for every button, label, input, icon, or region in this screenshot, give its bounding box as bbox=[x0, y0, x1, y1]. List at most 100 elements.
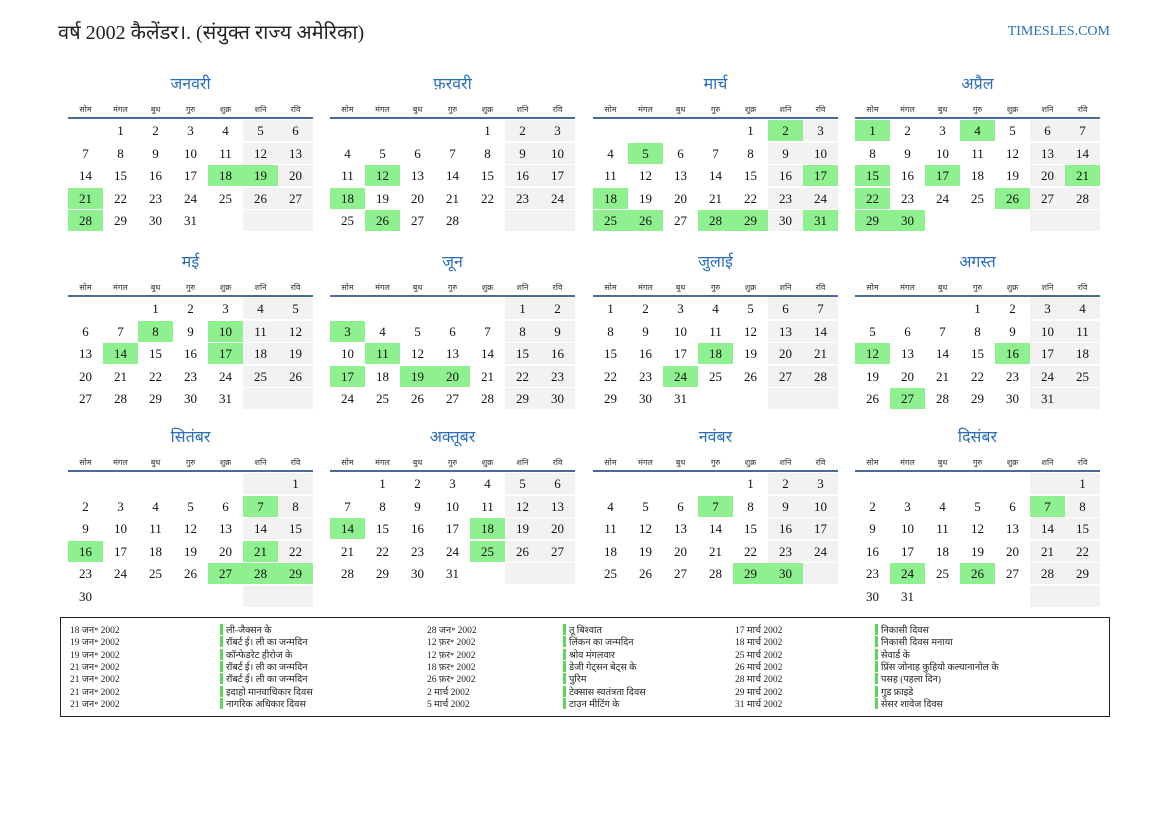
day-cell: 18 bbox=[698, 343, 733, 364]
day-cell: 1 bbox=[855, 120, 890, 141]
weekday-label: मंगल bbox=[375, 458, 390, 467]
event-name: नागरिक अधिकार दिवस bbox=[226, 699, 306, 710]
day-cell: 11 bbox=[481, 498, 494, 514]
weekday-label: गुरु bbox=[447, 283, 458, 292]
site-link[interactable]: TIMESLES.COM bbox=[1007, 24, 1110, 39]
day-cell: 10 bbox=[540, 142, 575, 164]
event-name: लिंकन का जन्मदिन bbox=[569, 638, 634, 649]
day-cell: 11 bbox=[604, 521, 617, 536]
day-cell: 24 bbox=[540, 187, 575, 209]
weekday-label: बुध bbox=[937, 105, 948, 114]
event-marker bbox=[563, 660, 566, 672]
day-cell: 6 bbox=[540, 473, 575, 494]
month-name: फ़रवरी bbox=[433, 76, 472, 93]
weekday-label: शुक्र bbox=[481, 458, 494, 467]
day-cell: 1 bbox=[607, 301, 614, 316]
day-cell: 4 bbox=[712, 301, 719, 316]
month-name: जनवरी bbox=[170, 76, 211, 93]
day-cell: 6 bbox=[904, 323, 911, 339]
day-cell: 10 bbox=[446, 498, 459, 514]
day-cell: 16 bbox=[901, 168, 914, 183]
day-cell: 18 bbox=[376, 368, 389, 384]
day-cell: 11 bbox=[149, 521, 162, 536]
day-cell: 1 bbox=[505, 298, 540, 319]
month-rule bbox=[593, 295, 838, 297]
day-cell: 6 bbox=[768, 298, 803, 319]
empty-cell bbox=[768, 388, 803, 409]
day-cell: 23 bbox=[149, 190, 162, 206]
day-cell: 24 bbox=[663, 365, 698, 387]
event-name: श्रोव मंगलवार bbox=[569, 650, 615, 661]
month-rule bbox=[855, 470, 1100, 472]
day-cell: 3 bbox=[1030, 298, 1065, 319]
day-cell: 1 bbox=[974, 301, 981, 316]
event-marker bbox=[220, 636, 223, 648]
day-cell: 19 bbox=[866, 368, 879, 384]
weekday-label: शनि bbox=[254, 105, 267, 114]
day-cell: 6 bbox=[449, 323, 456, 339]
event-name: निकासी दिवस मनाया bbox=[881, 638, 953, 649]
day-cell: 16 bbox=[995, 343, 1030, 364]
day-cell: 24 bbox=[890, 563, 925, 584]
day-cell: 14 bbox=[103, 343, 138, 364]
empty-cell bbox=[803, 563, 838, 584]
day-cell: 2 bbox=[768, 120, 803, 141]
weekday-label: मंगल bbox=[375, 283, 390, 292]
day-cell: 9 bbox=[187, 323, 194, 339]
day-cell: 10 bbox=[1030, 320, 1065, 342]
day-cell: 16 bbox=[768, 165, 803, 186]
day-cell: 28 bbox=[341, 566, 354, 581]
day-cell: 16 bbox=[768, 518, 803, 539]
weekday-label: मंगल bbox=[375, 105, 390, 114]
day-cell: 16 bbox=[505, 165, 540, 186]
day-cell: 21 bbox=[936, 368, 949, 384]
day-cell: 24 bbox=[341, 391, 354, 406]
event-marker bbox=[220, 697, 223, 709]
day-cell: 15 bbox=[744, 168, 757, 183]
day-cell: 10 bbox=[674, 323, 687, 339]
day-cell: 12 bbox=[278, 320, 313, 342]
day-cell: 26 bbox=[243, 187, 278, 209]
day-cell: 28 bbox=[698, 210, 733, 231]
day-cell: 22 bbox=[855, 187, 890, 209]
empty-cell bbox=[1030, 473, 1065, 494]
day-cell: 11 bbox=[341, 168, 354, 183]
day-cell: 7 bbox=[803, 298, 838, 319]
day-cell: 15 bbox=[744, 521, 757, 536]
month-name: जून bbox=[442, 254, 463, 271]
day-cell: 20 bbox=[219, 543, 232, 559]
day-cell: 17 bbox=[901, 543, 914, 559]
day-cell: 21 bbox=[243, 540, 278, 562]
month-rule bbox=[593, 117, 838, 119]
day-cell: 20 bbox=[901, 368, 914, 384]
empty-cell bbox=[243, 388, 278, 409]
day-cell: 26 bbox=[744, 368, 757, 384]
day-cell: 27 bbox=[540, 540, 575, 562]
day-cell: 14 bbox=[803, 320, 838, 342]
month-name: सितंबर bbox=[170, 429, 211, 446]
event-marker bbox=[220, 624, 223, 635]
day-cell: 13 bbox=[79, 346, 92, 361]
day-cell: 20 bbox=[1006, 543, 1019, 559]
month-name: अक्तूबर bbox=[429, 429, 476, 446]
day-cell: 12 bbox=[639, 168, 652, 183]
day-cell: 7 bbox=[1065, 120, 1100, 141]
day-cell: 29 bbox=[376, 566, 389, 581]
weekday-label: गुरु bbox=[710, 283, 721, 292]
day-cell: 30 bbox=[768, 210, 803, 231]
day-cell: 27 bbox=[208, 563, 243, 584]
event-date: 31 मार्च 2002 bbox=[735, 699, 783, 710]
day-cell: 3 bbox=[939, 123, 946, 138]
day-cell: 31 bbox=[803, 210, 838, 231]
empty-cell bbox=[278, 585, 313, 607]
day-cell: 31 bbox=[901, 588, 914, 604]
day-cell: 24 bbox=[1030, 365, 1065, 387]
weekday-label: गुरु bbox=[972, 105, 983, 114]
weekday-label: मंगल bbox=[113, 458, 128, 467]
day-cell: 30 bbox=[890, 210, 925, 231]
day-cell: 15 bbox=[376, 521, 389, 536]
weekday-label: शनि bbox=[254, 283, 267, 292]
day-cell: 18 bbox=[208, 165, 243, 186]
day-cell: 26 bbox=[411, 391, 424, 406]
